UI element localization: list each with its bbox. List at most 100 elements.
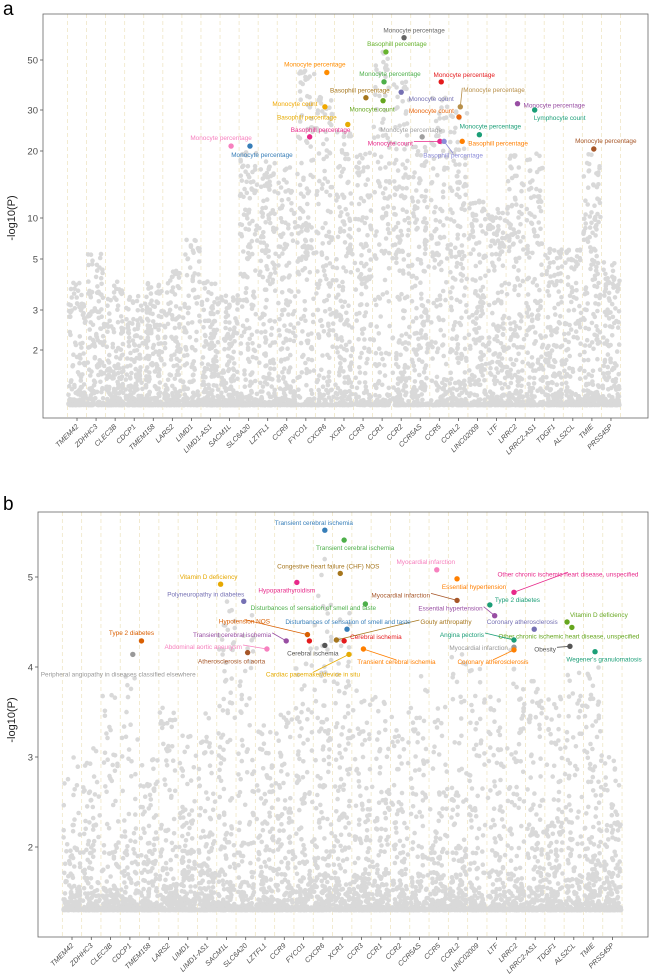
background-point: [529, 312, 535, 318]
background-point: [448, 289, 453, 295]
background-point: [107, 352, 112, 358]
background-point: [253, 268, 258, 273]
background-point: [322, 273, 328, 278]
background-point: [393, 251, 399, 257]
background-point: [211, 343, 217, 349]
background-point: [366, 348, 371, 354]
background-point: [100, 270, 105, 276]
background-point: [279, 197, 285, 203]
background-point: [146, 355, 151, 360]
background-point: [436, 315, 441, 320]
background-point: [510, 242, 516, 247]
background-point: [304, 186, 310, 191]
background-point: [583, 325, 588, 331]
background-point: [475, 305, 480, 310]
background-point: [334, 257, 339, 262]
background-point: [183, 252, 188, 257]
background-point: [365, 164, 371, 170]
background-point: [107, 311, 112, 316]
background-point: [227, 302, 232, 308]
background-point: [472, 374, 477, 379]
background-point: [278, 359, 284, 364]
background-point: [260, 274, 266, 280]
background-point: [130, 321, 135, 326]
background-point: [609, 333, 615, 338]
background-point: [433, 217, 439, 223]
background-point: [315, 307, 321, 313]
background-point: [577, 352, 583, 358]
background-point: [76, 402, 82, 408]
background-point: [380, 356, 385, 362]
background-point: [526, 275, 532, 281]
background-point: [267, 281, 273, 287]
background-point: [529, 221, 535, 227]
background-point: [295, 171, 300, 177]
background-point: [439, 267, 444, 273]
background-point: [409, 285, 415, 290]
background-point: [608, 342, 613, 348]
background-point: [154, 386, 160, 392]
background-point: [519, 376, 525, 382]
background-point: [426, 264, 431, 269]
background-point: [354, 164, 359, 170]
background-point: [516, 165, 522, 170]
background-point: [269, 394, 274, 400]
background-point: [157, 390, 163, 396]
background-point: [224, 402, 230, 408]
background-point: [287, 273, 292, 278]
background-point: [419, 392, 425, 397]
background-point: [250, 354, 256, 360]
background-point: [297, 89, 303, 94]
background-point: [310, 319, 316, 325]
background-point: [176, 342, 181, 347]
background-point: [459, 243, 465, 248]
background-point: [428, 398, 434, 403]
background-point: [494, 232, 500, 238]
background-point: [242, 372, 247, 377]
background-point: [352, 402, 358, 407]
background-point: [412, 331, 418, 336]
background-point: [270, 377, 275, 382]
background-point: [610, 314, 616, 320]
background-point: [518, 388, 524, 394]
background-point: [402, 295, 408, 301]
background-point: [223, 319, 228, 325]
background-point: [147, 376, 152, 382]
background-point: [101, 363, 107, 369]
background-point: [470, 228, 475, 233]
background-point: [602, 293, 607, 298]
background-point: [80, 402, 85, 407]
background-point: [118, 347, 124, 353]
background-point: [531, 194, 537, 199]
background-point: [477, 338, 482, 343]
background-point: [397, 268, 403, 274]
background-point: [448, 376, 454, 382]
background-point: [252, 295, 257, 300]
background-point: [168, 278, 173, 283]
background-point: [554, 382, 560, 388]
background-point: [546, 343, 551, 349]
background-point: [497, 351, 503, 357]
background-point: [422, 366, 428, 371]
background-point: [386, 351, 392, 357]
background-point: [360, 156, 365, 161]
background-point: [585, 301, 590, 306]
background-point: [286, 260, 292, 266]
background-point: [289, 402, 294, 407]
background-point: [115, 370, 121, 376]
background-point: [393, 224, 399, 230]
background-point: [367, 392, 372, 398]
background-point: [237, 297, 243, 303]
background-point: [466, 236, 472, 241]
background-point: [202, 332, 208, 338]
background-point: [367, 150, 373, 156]
background-point: [443, 361, 449, 367]
background-point: [345, 212, 350, 217]
background-point: [430, 250, 435, 255]
background-point: [486, 302, 492, 308]
background-point: [287, 165, 293, 170]
background-point: [447, 381, 453, 386]
background-point: [105, 303, 110, 309]
background-point: [586, 381, 591, 387]
background-point: [343, 206, 349, 212]
